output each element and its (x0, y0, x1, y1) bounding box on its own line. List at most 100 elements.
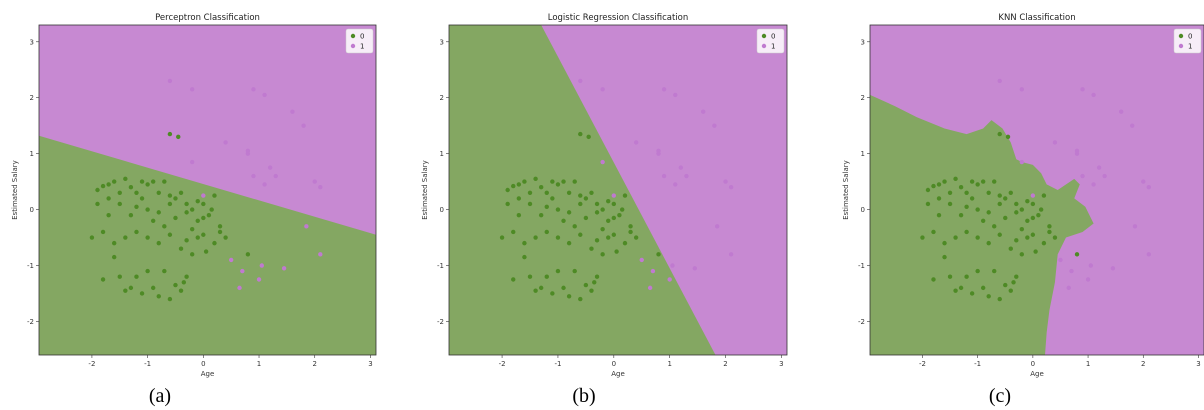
point-class1 (1091, 92, 1096, 98)
point-class0 (969, 291, 975, 296)
point-class1 (251, 173, 256, 179)
point-class0 (206, 212, 212, 218)
point-class0 (958, 185, 964, 190)
chart-panel-0: -2 -1 0 1 2 3 -2 -1 0 1 2 3 Perceptron Classificatio… (11, 13, 377, 378)
point-class1 (1080, 87, 1085, 92)
point-class1 (1088, 263, 1094, 268)
point-class0 (992, 268, 997, 274)
x-tick-label: 3 (368, 360, 372, 368)
point-class0 (1030, 232, 1036, 237)
point-class1 (1146, 252, 1151, 257)
point-class1 (1080, 173, 1085, 179)
point-class0 (1074, 252, 1080, 257)
point-class1 (259, 263, 265, 268)
legend-label-0: 0 (771, 33, 775, 41)
legend-marker-0 (1178, 33, 1184, 39)
point-class0 (123, 288, 128, 293)
point-class0 (980, 218, 986, 223)
point-class0 (594, 201, 600, 207)
point-class0 (953, 176, 958, 182)
point-class0 (555, 182, 561, 187)
point-class0 (578, 201, 583, 207)
point-class1 (611, 193, 617, 198)
point-class0 (1025, 198, 1030, 204)
point-class0 (566, 294, 572, 299)
x-axis-label: Age (201, 370, 215, 378)
point-class0 (150, 285, 156, 291)
point-class0 (1011, 280, 1016, 285)
point-class0 (997, 201, 1002, 207)
point-class0 (1047, 224, 1052, 229)
point-class0 (1019, 207, 1025, 212)
point-class0 (544, 229, 549, 235)
point-class0 (1008, 288, 1013, 293)
point-class0 (606, 218, 611, 223)
point-class0 (594, 210, 600, 215)
point-class0 (578, 296, 583, 302)
point-class0 (162, 179, 167, 184)
point-class1 (1019, 159, 1025, 165)
point-class0 (184, 238, 189, 243)
point-class1 (256, 277, 262, 282)
point-class0 (167, 232, 173, 237)
legend-label-1: 1 (1188, 43, 1192, 51)
point-class1 (1118, 109, 1124, 114)
point-class0 (589, 190, 594, 195)
point-class1 (678, 165, 684, 170)
point-class0 (1008, 246, 1013, 251)
legend-marker-0 (350, 33, 356, 39)
point-class0 (111, 254, 117, 260)
class0-region (39, 135, 376, 355)
point-class0 (600, 226, 605, 232)
point-class0 (964, 229, 969, 235)
point-class0 (566, 240, 572, 246)
point-class1 (656, 151, 661, 156)
point-class0 (578, 131, 583, 137)
point-class0 (964, 190, 969, 195)
x-tick-label: 1 (667, 360, 671, 368)
point-class0 (997, 296, 1002, 302)
point-class0 (656, 252, 661, 257)
y-tick-label: 3 (30, 38, 34, 46)
point-class0 (189, 226, 195, 232)
chart-panel-1: -2 -1 0 1 2 3 -2 -1 0 1 2 3 Logistic Regression Clas… (421, 13, 788, 378)
point-class0 (212, 240, 217, 246)
point-class1 (600, 159, 605, 165)
point-class1 (712, 123, 717, 128)
point-class0 (134, 190, 139, 195)
point-class0 (89, 235, 95, 240)
point-class0 (106, 212, 111, 218)
y-tick-label: 1 (861, 150, 865, 158)
point-class0 (201, 232, 206, 237)
point-class0 (980, 285, 986, 291)
point-class0 (958, 212, 964, 218)
point-class0 (533, 288, 538, 293)
point-class0 (942, 254, 947, 260)
point-class0 (592, 280, 597, 285)
chart-panel-2: -2 -1 0 1 2 3 -2 -1 0 1 2 3 KNN Classification Age Est… (842, 13, 1204, 378)
point-class0 (505, 187, 510, 193)
point-class1 (1146, 185, 1151, 190)
point-class0 (1025, 235, 1030, 240)
x-tick-label: -1 (144, 360, 151, 368)
point-class0 (511, 277, 516, 282)
point-class0 (117, 190, 122, 195)
point-class1 (1052, 140, 1058, 145)
point-class0 (614, 249, 619, 254)
point-class0 (117, 274, 122, 279)
plot-area (870, 25, 1204, 355)
point-class1 (1110, 266, 1116, 271)
point-class0 (100, 277, 106, 282)
point-class0 (100, 183, 106, 189)
point-class1 (281, 266, 287, 271)
point-class0 (986, 190, 991, 195)
x-tick-label: -2 (88, 360, 95, 368)
point-class1 (245, 151, 251, 156)
point-class1 (1096, 165, 1102, 170)
point-class0 (936, 196, 942, 201)
y-tick-label: 3 (861, 38, 865, 46)
point-class1 (578, 78, 583, 84)
x-tick-label: 3 (779, 360, 783, 368)
point-class0 (925, 201, 931, 207)
point-class0 (201, 201, 206, 207)
